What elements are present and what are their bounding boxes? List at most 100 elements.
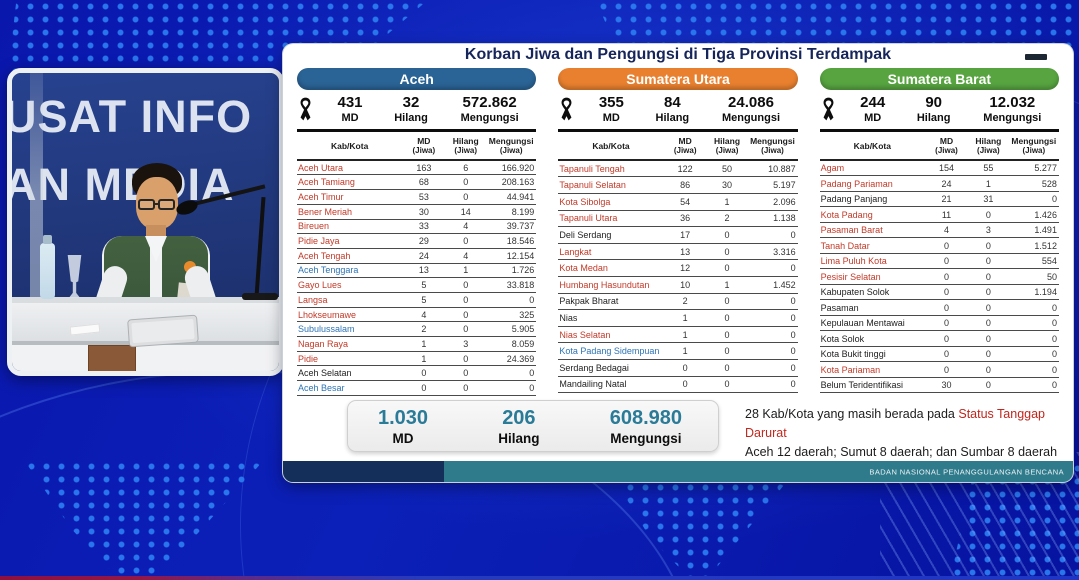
- hilang-value: 0: [724, 246, 730, 257]
- hilang-value: 55: [983, 163, 994, 174]
- stat-value: 355: [598, 94, 624, 111]
- total-label: Mengungsi: [610, 431, 682, 446]
- table-row: Aceh Besar 0 0 0: [297, 381, 537, 396]
- table-body: Agam 154 55 5.277 Padang Pariaman 24 1 5…: [819, 161, 1059, 394]
- hilang-value: 14: [460, 206, 471, 217]
- stat-hilang: 90 Hilang: [902, 94, 966, 123]
- md-value: 4: [421, 309, 427, 320]
- md-value: 29: [418, 236, 429, 247]
- mengungsi-value: 0: [1051, 302, 1057, 313]
- column-header-md: MD (Jiwa): [673, 136, 697, 156]
- hilang-value: 1: [724, 279, 730, 290]
- md-value: 0: [421, 382, 427, 393]
- stat-mengungsi: 572.862 Mengungsi: [443, 94, 536, 123]
- table-row: Nias 1 0 0: [558, 310, 798, 327]
- mourning-ribbon-icon: [558, 95, 582, 127]
- md-value: 0: [943, 287, 949, 298]
- mengungsi-value: 1.138: [773, 213, 796, 224]
- hilang-value: 0: [463, 177, 469, 188]
- curtain-strip: [30, 73, 43, 371]
- kab-kota-name: Tanah Datar: [820, 240, 870, 251]
- table-row: Kepulauan Mentawai 0 0 0: [819, 316, 1059, 332]
- studio-backdrop: USAT INFO AN MEDIA: [12, 73, 279, 371]
- md-value: 0: [682, 379, 688, 390]
- column-header-hilang: Hilang (Jiwa): [975, 136, 1002, 156]
- desk-wood-panel: [88, 345, 136, 371]
- table-row: Tanah Datar 0 0 1.512: [819, 238, 1059, 254]
- stat-value: 572.862: [462, 94, 517, 111]
- md-value: 36: [680, 213, 691, 224]
- table-row: Pesisir Selatan 0 0 50: [819, 269, 1059, 285]
- kab-kota-name: Kota Bukit tinggi: [820, 349, 886, 360]
- province-pill: Sumatera Barat: [819, 68, 1059, 90]
- md-value: 0: [421, 368, 427, 379]
- backdrop-line-2: AN MEDIA: [7, 158, 235, 210]
- table-row: Deli Serdang 17 0 0: [558, 227, 798, 244]
- mengungsi-value: 50: [1046, 271, 1057, 282]
- stat-label: MD: [602, 111, 620, 124]
- table-row: Padang Panjang 21 31 0: [819, 192, 1059, 208]
- kab-kota-name: Belum Teridentifikasi: [820, 380, 904, 391]
- total-label: MD: [392, 431, 414, 446]
- column-header-md: MD (Jiwa): [412, 136, 436, 156]
- md-value: 13: [418, 265, 429, 276]
- hilang-value: 0: [463, 236, 469, 247]
- column-header-kab: Kab/Kota: [592, 140, 630, 151]
- hilang-value: 0: [463, 324, 469, 335]
- mengungsi-value: 0: [790, 229, 796, 240]
- hilang-value: 30: [722, 180, 733, 191]
- province-card-sumatera-utara: Sumatera Utara 355 MD 84 Hilang 24.086: [558, 68, 798, 396]
- kab-kota-name: Bireuen: [298, 221, 330, 232]
- table-row: Aceh Tenggara 13 1 1.726: [297, 264, 537, 279]
- stat-value: 90: [925, 94, 942, 111]
- total-value: 1.030: [378, 407, 429, 429]
- casualty-infographic-panel: Korban Jiwa dan Pengungsi di Tiga Provin…: [283, 44, 1073, 482]
- mengungsi-value: 1.726: [511, 265, 535, 276]
- tablet-device: [127, 314, 199, 348]
- hilang-value: 0: [985, 318, 991, 329]
- mengungsi-value: 325: [519, 309, 535, 320]
- mengungsi-value: 0: [1051, 333, 1057, 344]
- kab-kota-name: Pasaman: [820, 302, 859, 313]
- kab-kota-name: Tapanuli Utara: [559, 213, 618, 224]
- mengungsi-value: 39.737: [506, 221, 535, 232]
- hilang-value: 0: [985, 256, 991, 267]
- table-row: Bener Meriah 30 14 8.199: [297, 205, 537, 220]
- md-value: 1: [421, 353, 427, 364]
- column-header-kab: Kab/Kota: [853, 140, 891, 151]
- page-title: Korban Jiwa dan Pengungsi di Tiga Provin…: [464, 46, 892, 63]
- mengungsi-value: 0: [790, 296, 796, 307]
- kab-kota-name: Tapanuli Tengah: [559, 163, 625, 174]
- hilang-value: 0: [724, 346, 730, 357]
- total-md: 1.030 MD: [378, 408, 428, 451]
- hilang-value: 0: [463, 294, 469, 305]
- table-row: Kota Solok 0 0 0: [819, 331, 1059, 347]
- table-row: Humbang Hasundutan 10 1 1.452: [558, 277, 798, 294]
- kab-kota-name: Padang Pariaman: [820, 178, 893, 189]
- status-highlight: Status Tanggap Darurat: [745, 407, 1046, 440]
- province-summary: 431 MD 32 Hilang 572.862 Mengungsi: [297, 94, 536, 127]
- hilang-value: 0: [985, 240, 991, 251]
- stat-hilang: 84 Hilang: [640, 94, 704, 123]
- stat-label: Hilang: [394, 111, 428, 124]
- mengungsi-value: 0: [529, 368, 535, 379]
- hilang-value: 1: [463, 265, 469, 276]
- hilang-value: 0: [724, 296, 730, 307]
- kab-kota-name: Aceh Selatan: [298, 368, 352, 379]
- md-value: 33: [418, 221, 429, 232]
- table-row: Tapanuli Tengah 122 50 10.887: [558, 161, 798, 178]
- kab-kota-name: Kota Padang Sidempuan: [559, 346, 660, 357]
- total-mengungsi: 608.980 Mengungsi: [610, 408, 682, 451]
- kab-kota-name: Aceh Besar: [298, 382, 345, 393]
- table-row: Mandailing Natal 0 0 0: [558, 377, 798, 394]
- stat-label: Mengungsi: [721, 111, 781, 124]
- hilang-value: 1: [724, 196, 730, 207]
- backdrop-line-1: USAT INFO: [7, 91, 253, 142]
- note-line-2: Aceh 12 daerah; Sumut 8 daerah; dan Sumb…: [745, 444, 1058, 459]
- mengungsi-value: 0: [790, 379, 796, 390]
- hilang-value: 0: [985, 380, 991, 391]
- mengungsi-value: 8.199: [511, 206, 535, 217]
- mengungsi-value: 0: [529, 294, 535, 305]
- divider: [558, 129, 798, 132]
- table-row: Serdang Bedagai 0 0 0: [558, 360, 798, 377]
